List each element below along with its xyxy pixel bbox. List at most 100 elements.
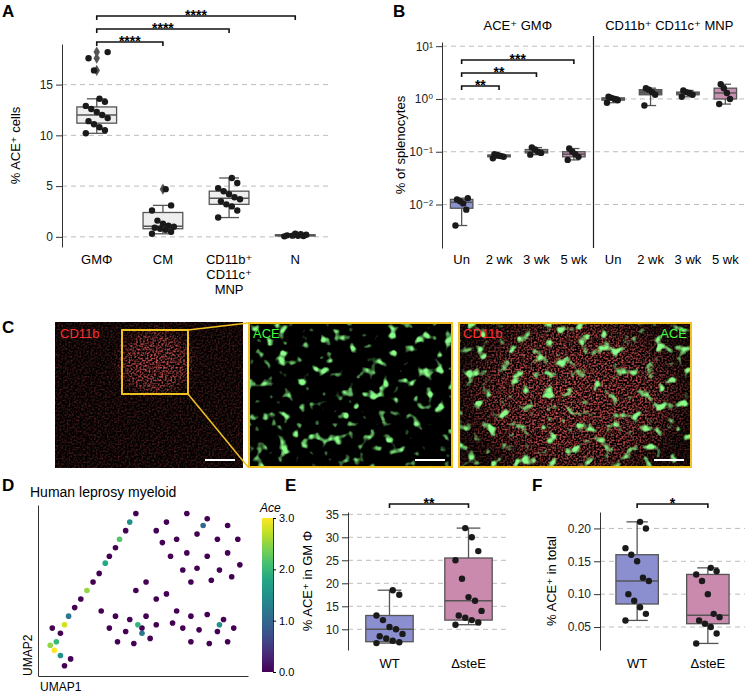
point bbox=[693, 640, 699, 646]
point bbox=[194, 531, 200, 537]
x-axis bbox=[39, 676, 249, 677]
tick-label: 35 bbox=[326, 508, 340, 522]
point bbox=[708, 624, 714, 630]
point bbox=[117, 536, 123, 542]
tick-label: 0.15 bbox=[568, 555, 592, 569]
point bbox=[96, 124, 102, 130]
point bbox=[237, 196, 243, 202]
point bbox=[637, 604, 643, 610]
point bbox=[84, 588, 90, 594]
point bbox=[454, 196, 460, 202]
colorbar-axis: 0.01.02.03.0 bbox=[273, 512, 294, 678]
panel-label: E bbox=[285, 476, 296, 495]
point bbox=[215, 214, 221, 220]
point bbox=[58, 653, 64, 659]
tick: 10⁻² bbox=[409, 198, 442, 212]
marks bbox=[366, 525, 492, 646]
point bbox=[605, 94, 611, 100]
point bbox=[133, 511, 139, 517]
point bbox=[200, 523, 206, 529]
y-axis-title: % ACE⁺ in total bbox=[544, 536, 559, 626]
panel-label: A bbox=[2, 2, 14, 21]
tick-label: 10⁰ bbox=[415, 92, 433, 106]
significance-label: **** bbox=[185, 7, 207, 23]
point bbox=[160, 540, 166, 546]
marks bbox=[616, 519, 729, 647]
whisker bbox=[389, 590, 390, 615]
stain-label: ACE bbox=[660, 326, 687, 341]
point bbox=[62, 622, 68, 628]
point bbox=[113, 613, 119, 619]
box bbox=[366, 616, 413, 642]
tick-label: 10¹ bbox=[416, 40, 433, 54]
point bbox=[229, 203, 235, 209]
point bbox=[68, 656, 74, 662]
point bbox=[631, 598, 637, 604]
y-axis-line bbox=[38, 506, 39, 677]
grid-line bbox=[62, 135, 330, 136]
whisker-cap bbox=[457, 527, 481, 528]
category-label: Un bbox=[453, 252, 470, 267]
category-label: CD11b⁺CD11c⁺MNP bbox=[206, 252, 252, 297]
point bbox=[164, 519, 170, 525]
point bbox=[465, 594, 471, 600]
point bbox=[94, 109, 100, 115]
point bbox=[298, 231, 304, 237]
category-label: Un bbox=[605, 252, 622, 267]
tick-mark bbox=[594, 561, 600, 562]
point bbox=[133, 588, 139, 594]
tick: 35 bbox=[326, 508, 348, 522]
tick-label: 5 bbox=[46, 179, 53, 193]
point bbox=[708, 565, 714, 571]
panel-label: F bbox=[532, 476, 542, 495]
tick-mark bbox=[436, 152, 442, 153]
point bbox=[383, 635, 389, 641]
colorbar-axis-line bbox=[274, 519, 277, 673]
point bbox=[396, 639, 402, 645]
zoom-frame bbox=[459, 323, 691, 467]
tick: 30 bbox=[326, 531, 348, 545]
point bbox=[58, 630, 64, 636]
tick: 10 bbox=[326, 623, 348, 637]
point bbox=[634, 558, 640, 564]
point bbox=[529, 144, 535, 150]
tick-mark bbox=[342, 537, 348, 538]
y-axis-line bbox=[62, 45, 63, 248]
whisker bbox=[461, 208, 462, 225]
point bbox=[96, 571, 102, 577]
point bbox=[91, 67, 97, 73]
stain-ace bbox=[458, 322, 692, 468]
tick-mark bbox=[342, 606, 348, 607]
tick-mark bbox=[56, 237, 62, 238]
tick: 10¹ bbox=[416, 40, 442, 54]
point bbox=[604, 99, 610, 105]
tick: 25 bbox=[326, 554, 348, 568]
point bbox=[127, 519, 133, 525]
point bbox=[184, 550, 190, 556]
category-label: WT bbox=[379, 656, 399, 671]
y-axis-title: UMAP2 bbox=[21, 634, 35, 676]
significance-label: **** bbox=[152, 20, 174, 36]
point bbox=[284, 232, 290, 238]
point bbox=[52, 648, 58, 654]
image-background bbox=[248, 322, 453, 468]
point bbox=[168, 554, 174, 560]
whisker bbox=[468, 528, 469, 558]
marks bbox=[450, 144, 585, 228]
tick: 0.20 bbox=[568, 522, 600, 536]
point bbox=[184, 511, 190, 517]
point bbox=[393, 626, 399, 632]
micrograph bbox=[458, 322, 692, 468]
point bbox=[399, 631, 405, 637]
point bbox=[643, 85, 649, 91]
stain-cd11b bbox=[55, 322, 243, 468]
point bbox=[713, 568, 719, 574]
point bbox=[194, 565, 200, 571]
x-axis-title: UMAP1 bbox=[40, 680, 82, 694]
tick-mark bbox=[594, 528, 600, 529]
tick: 10⁰ bbox=[415, 92, 442, 106]
micrograph bbox=[248, 322, 453, 468]
point bbox=[123, 629, 129, 635]
tick: 10 bbox=[40, 129, 62, 143]
category-label: 2 wk bbox=[637, 252, 664, 267]
